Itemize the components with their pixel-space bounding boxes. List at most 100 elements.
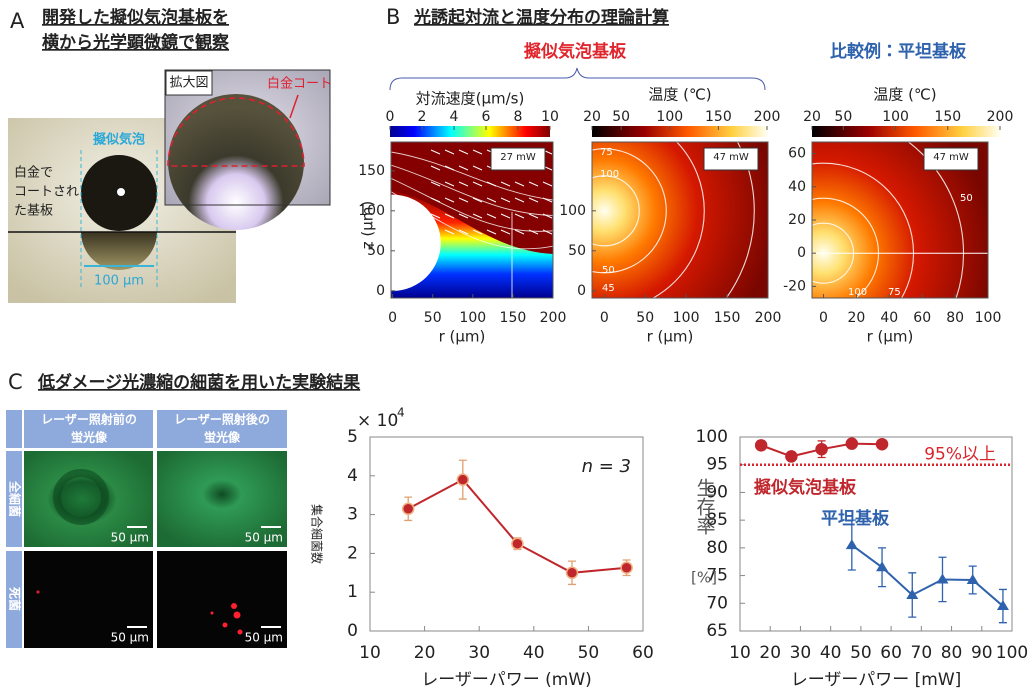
marker [756,440,767,451]
plot-frame [740,437,1012,631]
column-header: 蛍光像 [71,430,108,445]
substrate-label: 白金で [14,165,53,181]
bubble-label: 擬似気泡 [93,132,145,148]
marker [512,538,523,549]
scale-bar-label: 100 µm [94,274,144,289]
scale-bar-label: 50 µm [245,531,283,545]
power-label: 47 mW [933,152,969,163]
y-tick-label: 150 [358,163,385,179]
y-tick-label: 20 [788,212,806,228]
colorbar-tick-label: 4 [450,109,459,125]
substrate-label: コートされ [14,185,79,200]
column-header: 蛍光像 [204,430,241,445]
x-axis-label: r (µm) [647,328,694,346]
marker [621,562,632,573]
marker [457,474,468,485]
y-scale-label: × 10 [357,411,398,431]
x-tick-label: 0 [388,310,397,326]
x-tick-label: 50 [578,643,600,663]
y-tick-label: 80 [706,538,728,558]
colorbar-tick-label: 100 [656,109,683,125]
colorbar [390,126,550,137]
y-tick-label: 95 [706,455,728,475]
x-tick-label: 60 [880,643,902,663]
contour-label: 100 [600,169,619,180]
colorbar-tick-label: 50 [612,109,630,125]
x-tick-label: 0 [600,310,609,326]
x-tick-label: 70 [911,643,933,663]
colorbar-tick-label: 150 [705,109,732,125]
power-label: 27 mW [500,152,536,163]
series-line [408,480,626,573]
x-tick-label: 150 [714,310,741,326]
series-label: 擬似気泡基板 [754,477,857,498]
y-tick-label: 0 [797,245,806,261]
contour-label: 100 [848,287,867,298]
column-header: レーザー照射前の [41,412,137,427]
x-tick-label: 30 [790,643,812,663]
colorbar-label: 温度 (℃) [648,86,711,104]
colorbar-tick-label: 20 [803,109,821,125]
marker [846,539,858,549]
colorbar-tick-label: 10 [541,109,559,125]
marker [816,444,827,455]
y-tick-label: 0 [376,283,385,299]
y-tick-label: 65 [706,621,728,641]
marker [567,567,578,578]
colorbar [812,126,1000,137]
scale-bar-label: 50 µm [111,631,149,645]
y-tick-label: 100 [696,427,728,447]
scale-bar-label: 50 µm [245,631,283,645]
colorbar-tick-label: 2 [418,109,427,125]
inset-bubble [168,94,304,230]
x-tick-label: 50 [636,310,654,326]
y-tick-label: 2 [347,543,358,563]
series-label: 平坦基板 [821,508,890,529]
bubble-highlight [117,188,125,196]
x-axis-label: r (µm) [439,328,486,346]
marker [877,439,888,450]
header-cell [6,410,22,448]
y-tick-label: 1 [347,582,358,602]
x-tick-label: 150 [500,310,527,326]
contour-label: 75 [600,147,613,158]
x-tick-label: 20 [759,643,781,663]
panel-label: A [10,9,25,33]
colorbar-tick-label: 150 [934,109,961,125]
y-tick-label: 100 [559,203,586,219]
panel-title: 横から光学顕微鏡で観察 [42,32,230,53]
y-tick-label: 100 [358,203,385,219]
x-tick-label: 30 [468,643,490,663]
group-label: 擬似気泡基板 [524,41,627,62]
x-tick-label: 100 [459,310,486,326]
x-tick-label: 40 [523,643,545,663]
x-tick-label: 90 [971,643,993,663]
x-tick-label: 40 [880,310,898,326]
marker [876,561,888,571]
panel-title: 低ダメージ光濃縮の細菌を用いた実験結果 [37,372,360,393]
y-tick-label: 4 [347,466,358,486]
panel-title: 光誘起対流と温度分布の理論計算 [413,7,669,28]
contour-label: 50 [602,265,615,276]
x-axis-label: r (µm) [867,328,914,346]
cell-dot [223,623,228,628]
colorbar-tick-label: 6 [482,109,491,125]
y-tick-label: 50 [367,243,385,259]
contour-label: 75 [888,287,901,298]
x-tick-label: 80 [946,310,964,326]
colorbar-label: 対流速度(µm/s) [416,90,525,108]
x-tick-label: 50 [424,310,442,326]
y-tick-label: 40 [788,179,806,195]
panel-title: 開発した擬似気泡基板を [42,7,229,28]
x-tick-label: 100 [673,310,700,326]
x-tick-label: 80 [941,643,963,663]
coating-label: 白金コート [267,76,332,92]
colorbar-tick-label: 0 [386,109,395,125]
y-tick-label: 3 [347,505,358,525]
contour-label: 50 [960,193,973,204]
x-tick-label: 10 [359,643,381,663]
marker [936,573,948,583]
comparison-label: 比較例：平坦基板 [830,41,967,62]
y-axis-unit: [%] [691,569,717,587]
y-tick-label: 70 [706,593,728,613]
